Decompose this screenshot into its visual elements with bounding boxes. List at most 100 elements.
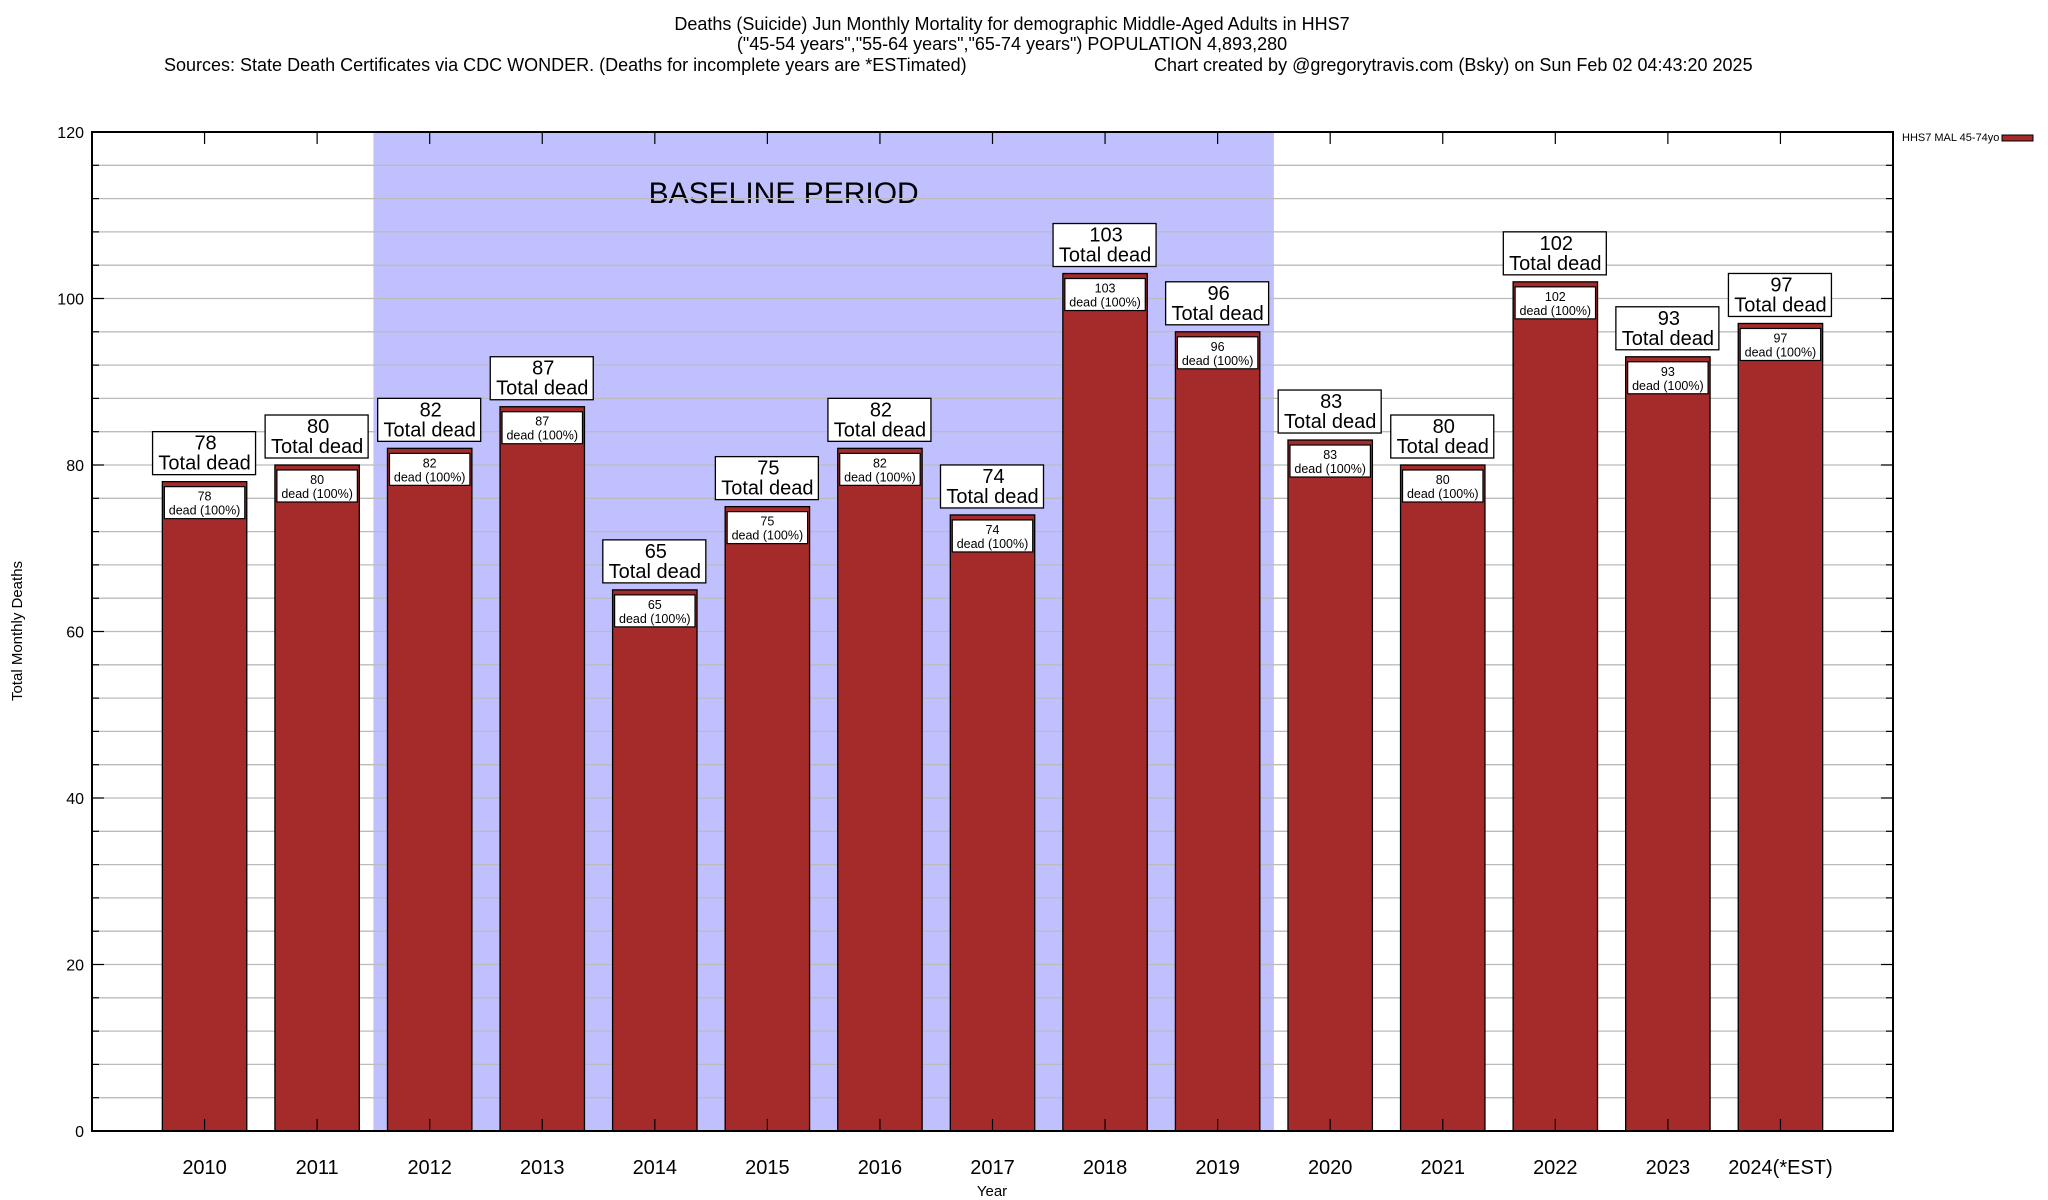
x-tick-label: 2024(*EST) <box>1728 1157 1833 1179</box>
top-label-text: Total dead <box>496 378 588 400</box>
top-label-box <box>489 356 594 401</box>
x-tick-label: 2014 <box>633 1157 678 1179</box>
y-tick-label: 60 <box>66 625 84 642</box>
top-label-value: 96 <box>1208 283 1230 305</box>
top-label-box <box>151 430 257 476</box>
top-label-value: 78 <box>194 433 216 455</box>
inner-label-value: 83 <box>1323 448 1337 462</box>
inner-label-box <box>951 519 1034 553</box>
bar-2017 <box>949 514 1036 1132</box>
inner-label-box <box>1289 444 1371 478</box>
top-label-box <box>1277 389 1382 434</box>
x-tick-label: 2021 <box>1421 1157 1466 1179</box>
inner-label-text: dead (100%) <box>169 504 241 518</box>
bar-2014 <box>611 589 698 1132</box>
top-label-value: 97 <box>1770 274 1792 296</box>
bar-2011 <box>274 464 360 1132</box>
bar-2019 <box>1174 331 1261 1132</box>
inner-label-value: 80 <box>310 473 324 487</box>
top-label-box <box>1164 281 1270 326</box>
y-tick-label: 100 <box>57 292 84 309</box>
legend: HHS7 MAL 45-74yo <box>1902 132 2034 144</box>
inner-label-box <box>1627 361 1709 395</box>
inner-label-text: dead (100%) <box>1745 345 1817 359</box>
inner-label-text: dead (100%) <box>281 487 353 501</box>
y-tick-label: 120 <box>57 125 84 142</box>
top-label-text: Total dead <box>1059 245 1151 267</box>
chart-title-line-2: ("45-54 years","55-64 years","65-74 year… <box>737 34 1287 54</box>
inner-label-box <box>276 469 358 503</box>
inner-label-value: 74 <box>986 523 1000 537</box>
x-tick-label: 2018 <box>1083 1157 1128 1179</box>
inner-label-text: dead (100%) <box>1520 304 1592 318</box>
top-label-text: Total dead <box>271 436 363 458</box>
top-label-box <box>1727 272 1833 318</box>
top-label-box <box>264 414 369 459</box>
y-tick-label: 40 <box>66 791 84 808</box>
inner-label-text: dead (100%) <box>619 612 691 626</box>
top-label-text: Total dead <box>1284 411 1376 433</box>
inner-label-value: 75 <box>760 515 774 529</box>
inner-label-box <box>1401 469 1484 503</box>
inner-label-value: 78 <box>198 490 212 504</box>
top-label-box <box>939 464 1045 509</box>
x-axis-label: Year <box>977 1183 1007 1200</box>
top-label-text: Total dead <box>384 419 476 441</box>
inner-label-text: dead (100%) <box>394 470 466 484</box>
inner-label-value: 82 <box>423 456 437 470</box>
bar-2015 <box>724 505 811 1132</box>
top-label-box <box>714 455 820 501</box>
baseline-period-label: BASELINE PERIOD <box>649 177 919 210</box>
x-tick-label: 2023 <box>1646 1157 1691 1179</box>
inner-label-box <box>163 486 246 520</box>
inner-label-value: 102 <box>1545 290 1566 304</box>
chart-titles: Deaths (Suicide) Jun Monthly Mortality f… <box>164 14 1753 75</box>
top-label-value: 80 <box>307 416 329 438</box>
top-label-value: 83 <box>1320 391 1342 413</box>
bar-2016 <box>837 447 923 1132</box>
bar-2013 <box>499 406 586 1132</box>
inner-label-value: 103 <box>1095 282 1116 296</box>
x-tick-label: 2015 <box>745 1157 790 1179</box>
inner-label-box <box>1176 336 1259 370</box>
top-label-value: 82 <box>420 399 442 421</box>
bar-2020 <box>1287 439 1374 1132</box>
top-label-value: 93 <box>1658 308 1680 330</box>
legend-label: HHS7 MAL 45-74yo <box>1902 132 1999 144</box>
y-tick-label: 20 <box>66 958 84 975</box>
inner-label-text: dead (100%) <box>1294 462 1366 476</box>
x-tick-label: 2016 <box>858 1157 903 1179</box>
top-label-box <box>1052 222 1157 268</box>
chart-credit: Chart created by @gregorytravis.com (Bsk… <box>1154 55 1753 75</box>
bar-2010 <box>161 480 248 1132</box>
top-label-text: Total dead <box>946 486 1038 508</box>
top-label-text: Total dead <box>721 478 813 500</box>
bar-2024(*EST) <box>1737 322 1824 1132</box>
x-tick-label: 2020 <box>1308 1157 1353 1179</box>
x-tick-label: 2010 <box>182 1157 227 1179</box>
inner-label-box <box>1739 327 1822 362</box>
x-tick-label: 2013 <box>520 1157 565 1179</box>
x-tick-label: 2011 <box>296 1157 339 1179</box>
inner-label-value: 96 <box>1211 340 1225 354</box>
top-label-value: 102 <box>1540 233 1573 255</box>
inner-label-value: 97 <box>1773 331 1787 345</box>
bar-2018 <box>1062 272 1148 1132</box>
inner-label-box <box>388 452 471 486</box>
inner-label-text: dead (100%) <box>844 470 916 484</box>
chart-title-line-1: Deaths (Suicide) Jun Monthly Mortality f… <box>674 14 1349 34</box>
inner-label-box <box>614 594 696 628</box>
inner-label-text: dead (100%) <box>1632 379 1704 393</box>
top-label-text: Total dead <box>1397 436 1489 458</box>
y-axis-label: Total Monthly Deaths <box>9 561 26 701</box>
x-tick-label: 2012 <box>407 1157 452 1179</box>
top-label-text: Total dead <box>1171 303 1263 325</box>
bar-2021 <box>1399 464 1486 1132</box>
x-tick-label: 2017 <box>970 1157 1015 1179</box>
top-label-text: Total dead <box>834 419 926 441</box>
top-label-value: 75 <box>757 458 779 480</box>
top-label-text: Total dead <box>1622 328 1714 350</box>
top-label-value: 80 <box>1433 416 1455 438</box>
top-label-text: Total dead <box>1734 294 1826 316</box>
